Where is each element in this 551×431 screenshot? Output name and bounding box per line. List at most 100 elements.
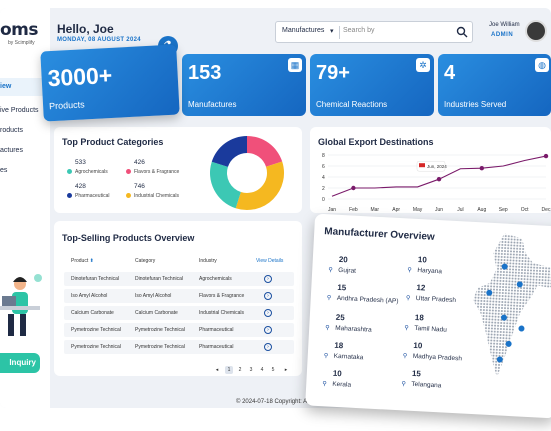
logo-subtitle: by Scimplify	[8, 40, 35, 46]
avatar[interactable]	[525, 20, 547, 42]
x-tick-label: Aug	[477, 207, 486, 213]
table-row[interactable]: Iso Amyl Alcohol Iso Amyl Alcohol Flavors …	[64, 289, 294, 303]
manufacturer-state[interactable]: Telangana	[411, 380, 442, 390]
search-category-select[interactable]: Manufactures	[282, 27, 325, 34]
sidebar-item-extra[interactable]: es	[0, 167, 8, 174]
manufacturer-state[interactable]: Maharashtra	[335, 324, 372, 334]
y-tick-label: 6	[322, 164, 325, 170]
search-input[interactable]: Search by	[343, 27, 375, 34]
kpi-manufactures-card[interactable]: 153 Manufactures ▦	[182, 54, 306, 116]
sidebar-item-overview[interactable]: iew	[0, 78, 50, 96]
view-details-icon[interactable]: ›	[264, 309, 272, 317]
cell-category: Iso Amyl Alcohol	[135, 293, 172, 299]
donut-slice[interactable]	[211, 136, 247, 167]
data-point[interactable]	[436, 177, 442, 182]
category-label: Flavors & Fragrance	[134, 169, 180, 175]
category-label: Agrochemicals	[75, 169, 108, 175]
view-details-icon[interactable]: ›	[264, 343, 272, 351]
search-icon[interactable]	[456, 26, 468, 38]
y-tick-label: 0	[322, 197, 325, 203]
card-title: Manufacturer Overview	[323, 226, 436, 243]
category-donut-chart	[210, 136, 284, 210]
kpi-label: Industries Served	[444, 100, 507, 109]
chevron-down-icon[interactable]: ▾	[330, 28, 334, 35]
pager-page[interactable]: 4	[260, 367, 264, 373]
manufacturer-state[interactable]: Gujrat	[338, 266, 357, 275]
x-tick-label: Mar	[370, 207, 379, 213]
category-value: 533	[75, 159, 86, 166]
manufacturer-state[interactable]: Kerala	[332, 380, 352, 389]
sidebar-item-manufactures[interactable]: actures	[0, 147, 23, 154]
cell-product: Iso Amyl Alcohol	[71, 293, 108, 299]
pager-next-icon[interactable]: ▸	[284, 367, 288, 373]
kpi-products-card[interactable]: 3000+ Products	[40, 44, 180, 122]
x-tick-label: Oct	[521, 207, 529, 213]
column-header-product[interactable]: Product ⬍	[71, 258, 94, 264]
pager-page[interactable]: 5	[271, 367, 275, 373]
manufacturer-count: 10	[332, 368, 342, 379]
kpi-label: Manufactures	[188, 100, 237, 109]
kpi-label: Chemical Reactions	[316, 100, 388, 109]
manufacturer-count: 25	[335, 312, 345, 323]
card-title: Top-Selling Products Overview	[62, 233, 195, 243]
manufacturer-overview-card: Manufacturer Overview 20 ⚲ Gujrat 10 ⚲ Haryan…	[305, 213, 551, 419]
x-tick-label: Jan	[328, 207, 336, 213]
table-row[interactable]: Calcium Carbonate Calcium Carbonate Indust…	[64, 306, 294, 320]
search-bar: Manufactures ▾ Search by	[275, 21, 473, 43]
cell-industry: Agrochemicals	[199, 276, 232, 282]
inquiry-button[interactable]: Inquiry	[0, 353, 40, 373]
sort-icon[interactable]: ⬍	[89, 258, 94, 264]
cell-product: Dinotefuran Technical	[71, 276, 119, 282]
manufacturer-state[interactable]: Tamil Nadu	[414, 324, 447, 334]
manufacturer-state[interactable]: Haryana	[417, 267, 443, 276]
data-point[interactable]	[543, 153, 549, 159]
pager-page[interactable]: 1	[225, 366, 233, 374]
globe-icon: ◍	[535, 58, 549, 72]
current-date: MONDAY, 08 AUGUST 2024	[57, 37, 141, 43]
donut-slice[interactable]	[235, 161, 284, 210]
kpi-industries-card[interactable]: 4 Industries Served ◍	[438, 54, 551, 116]
manufacturer-count: 10	[417, 255, 428, 265]
x-tick-label: Jun	[435, 207, 443, 213]
cell-product: Pymetrozine Technical	[71, 327, 121, 333]
card-title: Global Export Destinations	[318, 137, 434, 147]
location-pin-icon: ⚲	[325, 325, 330, 332]
cell-product: Pymetrozine Technical	[71, 344, 121, 350]
data-point[interactable]	[479, 166, 484, 171]
x-tick-label: Sep	[499, 207, 508, 213]
legend-dot	[126, 193, 131, 198]
pager-prev-icon[interactable]: ◂	[215, 367, 219, 373]
table-row[interactable]: Pymetrozine Technical Pymetrozine Technic…	[64, 323, 294, 337]
manufacturer-count: 18	[414, 312, 425, 323]
table-row[interactable]: Pymetrozine Technical Pymetrozine Technic…	[64, 340, 294, 354]
manufacturer-state[interactable]: Uttar Pradesh	[415, 294, 457, 305]
view-details-icon[interactable]: ›	[264, 292, 272, 300]
kpi-value: 153	[188, 62, 222, 84]
kpi-reactions-card[interactable]: 79+ Chemical Reactions ✲	[310, 54, 434, 116]
manufacturer-state[interactable]: Karnataka	[333, 352, 364, 362]
data-point[interactable]	[351, 185, 356, 191]
location-pin-icon: ⚲	[407, 267, 412, 274]
manufacturer-state[interactable]: Madhya Pradesh	[412, 352, 463, 363]
pager-page[interactable]: 3	[249, 367, 253, 373]
kpi-value: 3000+	[46, 61, 113, 92]
column-header-category: Category	[135, 258, 156, 264]
sidebar-item-products-alt[interactable]: ive Products	[0, 107, 39, 114]
person-at-desk-illustration	[0, 274, 42, 336]
manufacturer-state[interactable]: Andhra Pradesh (AP)	[336, 294, 399, 306]
view-details-icon[interactable]: ›	[264, 326, 272, 334]
legend-dot	[126, 169, 131, 174]
export-chart-card: Global Export Destinations 0 2 4 6 8 Jan Feb Ma…	[310, 127, 551, 213]
india-map	[472, 233, 551, 378]
donut-slice[interactable]	[247, 136, 283, 167]
table-row[interactable]: Dinotefuran Technical Dinotefuran Technic…	[64, 272, 294, 286]
legend-dot	[67, 193, 72, 198]
pager-page[interactable]: 2	[238, 367, 242, 373]
footer-copyright: © 2024-07-18 Copyright: AT	[236, 399, 311, 405]
view-details-icon[interactable]: ›	[264, 275, 272, 283]
x-tick-label: Feb	[349, 207, 358, 213]
x-tick-label: Dec	[542, 207, 551, 213]
sidebar-item-products[interactable]: roducts	[0, 127, 23, 134]
manufacturer-count: 20	[338, 254, 348, 265]
donut-slice[interactable]	[210, 161, 241, 209]
